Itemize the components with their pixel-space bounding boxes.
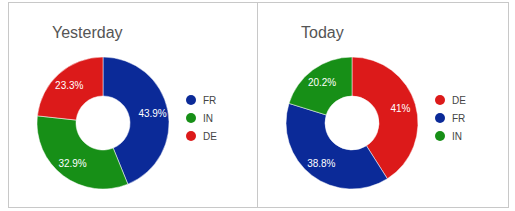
chart-title: Yesterday (52, 24, 123, 41)
legend-marker (186, 95, 196, 105)
donut (286, 57, 418, 189)
legend-label: IN (452, 131, 462, 142)
data-label: 20.2% (308, 77, 336, 88)
chart-panel: Today 41% 38.8% 20.2% DE FR IN (258, 3, 509, 208)
panel-frame (9, 3, 258, 208)
legend-label: IN (203, 113, 213, 124)
data-labels: 41% 38.8% 20.2% (307, 77, 410, 169)
legend-label: DE (203, 131, 217, 142)
legend-label: FR (203, 95, 216, 106)
data-labels: 43.9% 32.9% 23.3% (55, 80, 167, 169)
donut-slice (37, 57, 103, 120)
data-label: 43.9% (138, 108, 166, 119)
legend: DE FR IN (435, 95, 466, 142)
chart-panel: Yesterday 43.9% 32.9% 23.3% FR IN DE (9, 3, 258, 208)
legend-marker (435, 95, 445, 105)
panel-frame (258, 3, 509, 208)
legend-marker (435, 113, 445, 123)
legend: FR IN DE (186, 95, 217, 142)
data-label: 32.9% (58, 158, 86, 169)
data-label: 41% (390, 103, 410, 114)
donut-slice (37, 116, 128, 189)
data-label: 38.8% (307, 158, 335, 169)
legend-marker (186, 131, 196, 141)
data-label: 23.3% (55, 80, 83, 91)
donut (37, 57, 169, 189)
legend-label: DE (452, 95, 466, 106)
chart-canvas: Yesterday 43.9% 32.9% 23.3% FR IN DE Today 41% 38… (0, 0, 515, 211)
legend-marker (435, 131, 445, 141)
legend-marker (186, 113, 196, 123)
donut-slice (286, 103, 387, 189)
chart-title: Today (301, 24, 344, 41)
donut-slice (289, 57, 352, 115)
legend-label: FR (452, 113, 465, 124)
